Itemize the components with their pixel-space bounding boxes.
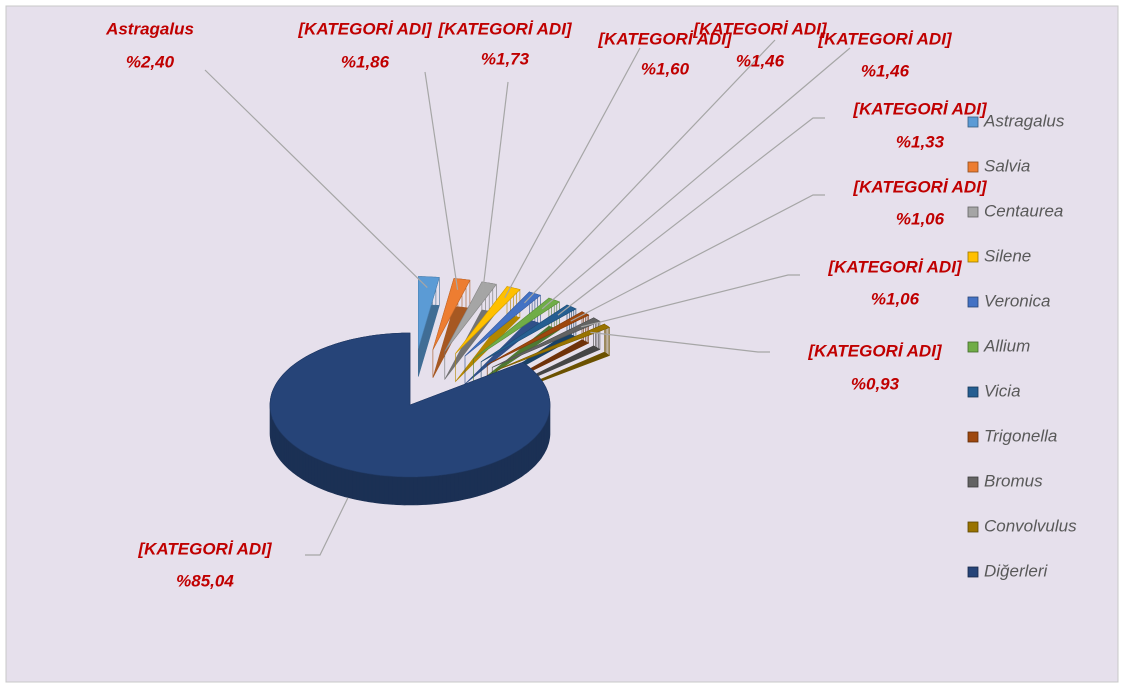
leader-lines	[204, 39, 851, 556]
data-label-name: [KATEGORİ ADI]	[852, 177, 987, 196]
slice	[432, 278, 471, 350]
leader-line	[570, 194, 825, 322]
slice	[269, 332, 551, 478]
data-labels: Astragalus %2,40 [KATEGORİ ADI] %1,86 [KATEG…	[105, 19, 988, 590]
legend-marker	[967, 386, 979, 398]
data-label-value: %1,06	[896, 209, 945, 228]
slice	[444, 281, 497, 352]
data-label-name: [KATEGORİ ADI]	[817, 29, 952, 48]
legend-label: Allium	[983, 336, 1030, 355]
slice	[473, 297, 561, 360]
slice	[480, 304, 577, 363]
slice	[464, 291, 542, 357]
data-label-name: [KATEGORİ ADI]	[852, 99, 987, 118]
leader-line	[204, 69, 428, 289]
data-label-value: %1,46	[861, 61, 910, 80]
leader-line	[305, 497, 349, 556]
legend-marker	[967, 116, 979, 128]
legend-marker	[967, 251, 979, 263]
data-label-name: [KATEGORİ ADI]	[597, 29, 732, 48]
leader-line	[481, 81, 509, 294]
legend-marker	[967, 206, 979, 218]
data-label-name: [KATEGORİ ADI]	[827, 257, 962, 276]
legend: Astragalus Salvia Centaurea Silene Veronica A…	[967, 111, 1077, 580]
legend-label: Vicia	[984, 381, 1021, 400]
data-label-name: [KATEGORİ ADI]	[437, 19, 572, 38]
leader-line	[590, 331, 770, 353]
data-label-value: %1,73	[481, 49, 530, 68]
legend-label: Astragalus	[983, 111, 1065, 130]
legend-marker	[967, 476, 979, 488]
data-label-value: %85,04	[176, 571, 234, 590]
legend-marker	[967, 521, 979, 533]
data-label-value: %1,46	[736, 51, 785, 70]
data-label-value: %2,40	[126, 52, 175, 71]
legend-marker	[967, 161, 979, 173]
legend-marker	[967, 341, 979, 353]
leader-line	[581, 274, 800, 328]
legend-label: Veronica	[984, 291, 1050, 310]
legend-marker	[967, 296, 979, 308]
data-label-name: [KATEGORİ ADI]	[137, 539, 272, 558]
pie	[269, 276, 611, 506]
legend-marker	[967, 431, 979, 443]
leader-line	[523, 39, 776, 304]
leader-line	[424, 71, 459, 290]
leader-line	[557, 117, 825, 316]
data-label-name: [KATEGORİ ADI]	[692, 19, 827, 38]
slice	[418, 276, 440, 349]
data-label-name: Astragalus	[105, 19, 194, 38]
legend-label: Centaurea	[984, 201, 1063, 220]
data-label-value: %1,06	[871, 289, 920, 308]
leader-line	[504, 47, 641, 299]
data-label-name: [KATEGORİ ADI]	[297, 19, 432, 38]
slice	[492, 317, 601, 368]
legend-label: Salvia	[984, 156, 1030, 175]
legend-label: Trigonella	[984, 426, 1057, 445]
leader-line	[541, 47, 851, 310]
slice	[455, 286, 521, 354]
data-label-value: %0,93	[851, 374, 900, 393]
data-label-value: %1,60	[641, 59, 690, 78]
slice	[496, 323, 611, 371]
data-label-value: %1,33	[896, 132, 945, 151]
data-label-value: %1,86	[341, 52, 390, 71]
legend-label: Convolvulus	[984, 516, 1077, 535]
data-label-name: [KATEGORİ ADI]	[807, 341, 942, 360]
legend-label: Diğerleri	[984, 561, 1049, 580]
legend-label: Bromus	[984, 471, 1043, 490]
legend-marker	[967, 566, 979, 578]
legend-label: Silene	[984, 246, 1031, 265]
